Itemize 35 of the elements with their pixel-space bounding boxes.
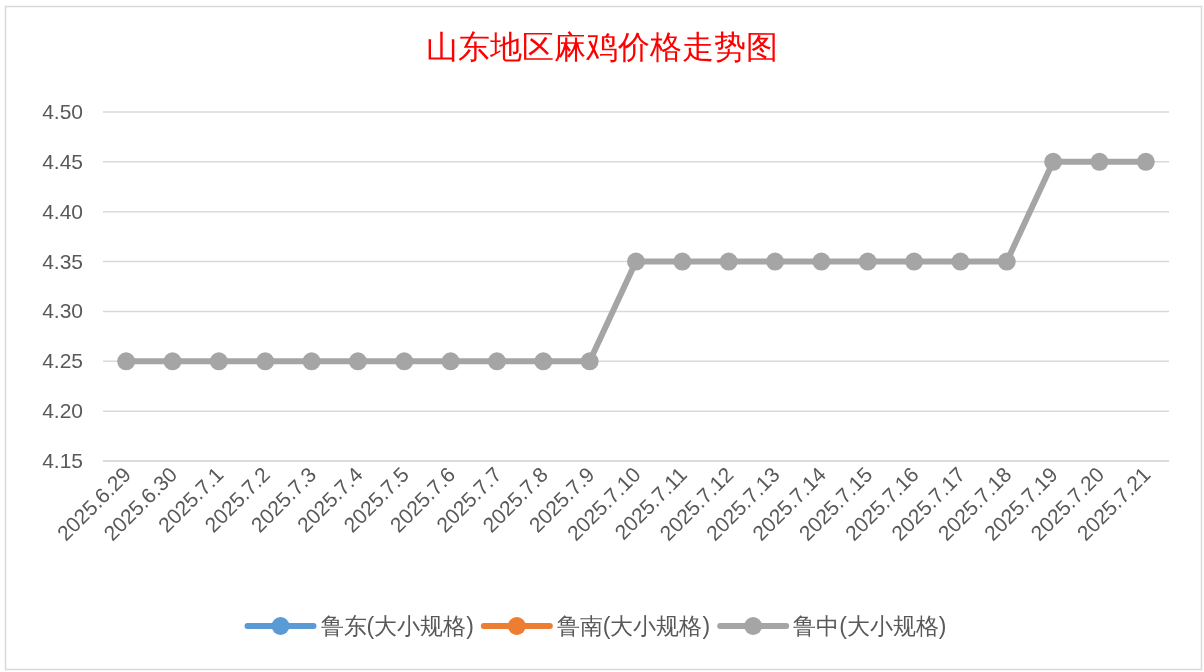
legend-label: 鲁中(大小规格) <box>793 613 947 639</box>
point <box>858 252 877 271</box>
point <box>1090 152 1109 171</box>
point <box>766 252 785 271</box>
point <box>905 252 924 271</box>
point <box>117 352 136 371</box>
legend-label: 鲁东(大小规格) <box>320 613 474 639</box>
point <box>534 352 553 371</box>
point <box>673 252 692 271</box>
point <box>487 352 506 371</box>
point <box>348 352 367 371</box>
point <box>395 352 414 371</box>
y-tick-label: 4.45 <box>42 149 83 173</box>
point <box>209 352 228 371</box>
y-tick-label: 4.35 <box>42 249 83 273</box>
y-tick-label: 4.30 <box>42 299 83 323</box>
point <box>951 252 970 271</box>
y-tick-label: 4.15 <box>42 449 83 472</box>
point <box>441 352 460 371</box>
y-tick-label: 4.25 <box>42 349 83 373</box>
point <box>812 252 831 271</box>
point <box>256 352 275 371</box>
y-tick-label: 4.40 <box>42 199 83 223</box>
legend-label: 鲁南(大小规格) <box>556 613 711 639</box>
point <box>1136 152 1155 171</box>
point <box>719 252 738 271</box>
point <box>997 252 1016 271</box>
y-tick-label: 4.50 <box>42 100 83 123</box>
point <box>1044 152 1063 171</box>
title: 山东地区麻鸡价格走势图 <box>426 29 778 65</box>
point <box>302 352 321 371</box>
y-tick-label: 4.20 <box>42 399 83 423</box>
point <box>580 352 599 371</box>
point <box>163 352 182 371</box>
point <box>627 252 645 271</box>
